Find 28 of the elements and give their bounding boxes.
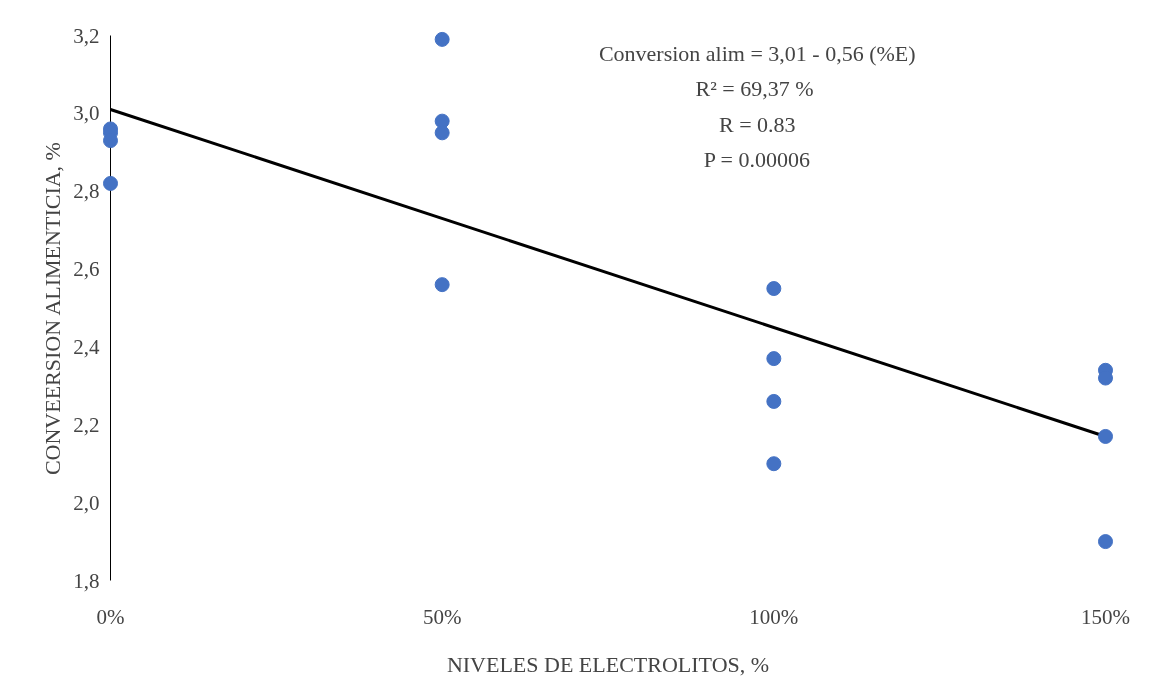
point xyxy=(1098,428,1113,444)
y-tick-label: 3,0 xyxy=(73,101,100,126)
x-axis-title: NIVELES DE ELECTROLITOS, % xyxy=(446,651,770,677)
point xyxy=(766,351,782,367)
annotation: R² = 69,37 % xyxy=(695,76,814,102)
y-tick-label: 1,8 xyxy=(73,568,100,593)
x-tick-label: 150% xyxy=(1081,604,1130,629)
y-axis-title: CONVEERSION ALIMENTICIA, % xyxy=(40,142,66,476)
y-tick-label: 2,8 xyxy=(73,179,100,204)
y-tick-label: 2,0 xyxy=(73,490,100,515)
point xyxy=(434,277,450,293)
y-tick-label: 3,2 xyxy=(73,23,100,48)
y-tick-label: 2,4 xyxy=(73,334,100,359)
annotation: P = 0.00006 xyxy=(703,147,811,173)
point xyxy=(766,456,782,472)
point xyxy=(766,393,782,409)
y-tick-label: 2,2 xyxy=(73,412,100,437)
point xyxy=(434,125,450,141)
x-tick-label: 50% xyxy=(422,604,462,629)
point xyxy=(103,175,118,191)
annotation: Conversion alim = 3,01 - 0,56 (%E) xyxy=(598,40,916,66)
point xyxy=(766,281,782,297)
x-tick-label: 100% xyxy=(749,604,799,629)
y-tick-label: 2,6 xyxy=(73,257,100,282)
point xyxy=(1098,534,1113,550)
point xyxy=(434,31,450,47)
annotation: R = 0.83 xyxy=(718,111,796,137)
x-tick-label: 0% xyxy=(96,604,125,629)
